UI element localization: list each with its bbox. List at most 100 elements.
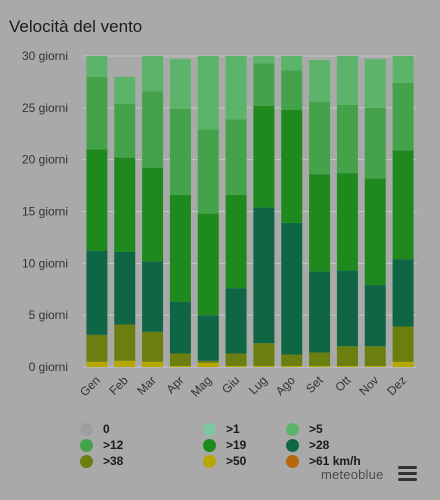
- bar-segment[interactable]: [197, 360, 219, 363]
- bar-segment[interactable]: [253, 56, 275, 64]
- bar-segment[interactable]: [169, 301, 191, 354]
- bar-segment[interactable]: [86, 149, 108, 251]
- bar-segment[interactable]: [142, 331, 164, 362]
- bar-segment[interactable]: [309, 352, 331, 366]
- legend-item[interactable]: >19: [203, 438, 286, 452]
- legend-swatch: [286, 438, 299, 452]
- bar-segment[interactable]: [86, 250, 108, 335]
- bar-segment[interactable]: [364, 178, 386, 286]
- bar-segment[interactable]: [225, 353, 247, 366]
- bar-segment[interactable]: [197, 362, 219, 367]
- bar-segment[interactable]: [309, 365, 331, 367]
- legend-item[interactable]: >12: [80, 438, 203, 452]
- bar-segment[interactable]: [392, 259, 414, 327]
- x-tick-label: Ago: [273, 373, 298, 398]
- bar-segment[interactable]: [86, 361, 108, 367]
- bar-segment[interactable]: [253, 63, 275, 106]
- legend-swatch: [80, 438, 93, 452]
- bar-segment[interactable]: [364, 107, 386, 179]
- bar-segment[interactable]: [197, 315, 219, 361]
- x-tick-label: Giu: [219, 373, 242, 396]
- bar-segment[interactable]: [114, 251, 136, 325]
- bar-segment[interactable]: [169, 365, 191, 367]
- legend-swatch: [80, 422, 93, 436]
- x-tick-label: Nov: [356, 373, 381, 398]
- bar-segment[interactable]: [114, 76, 136, 104]
- legend-item[interactable]: >28: [286, 438, 406, 452]
- bar-segment[interactable]: [309, 174, 331, 272]
- legend: 0 >1 >5 >12 >19 >28 >38 >50 >61 km/h: [80, 422, 410, 468]
- bar-segment[interactable]: [364, 285, 386, 347]
- bar-segment[interactable]: [114, 324, 136, 361]
- bar-segment[interactable]: [281, 222, 303, 355]
- bar-segment[interactable]: [225, 194, 247, 289]
- bar-segment[interactable]: [364, 346, 386, 366]
- wind-speed-chart: 0 giorni 5 giorni 10 giorni 15 giorni 20 gio…: [22, 49, 417, 400]
- bars: [86, 56, 414, 367]
- bar-segment[interactable]: [197, 56, 219, 130]
- bar-segment[interactable]: [253, 207, 275, 344]
- bar-segment[interactable]: [86, 76, 108, 150]
- bar-segment[interactable]: [86, 334, 108, 362]
- bar-segment[interactable]: [281, 109, 303, 223]
- bar-segment[interactable]: [253, 105, 275, 208]
- bar-segment[interactable]: [281, 56, 303, 71]
- legend-label: >28: [309, 438, 330, 452]
- bar-segment[interactable]: [392, 150, 414, 260]
- legend-item[interactable]: >1: [203, 422, 286, 436]
- bar-segment[interactable]: [114, 157, 136, 252]
- legend-item[interactable]: >38: [80, 454, 203, 468]
- bar-segment[interactable]: [169, 194, 191, 302]
- bar-segment[interactable]: [197, 213, 219, 316]
- bar-segment[interactable]: [392, 82, 414, 151]
- bar-segment[interactable]: [169, 353, 191, 366]
- bar-segment[interactable]: [114, 103, 136, 158]
- bar-segment[interactable]: [225, 288, 247, 354]
- legend-item[interactable]: 0: [80, 422, 203, 436]
- bar-segment[interactable]: [169, 108, 191, 195]
- bar-segment[interactable]: [169, 59, 191, 109]
- bar-segment[interactable]: [392, 326, 414, 362]
- bar-segment[interactable]: [336, 104, 358, 174]
- bar-segment[interactable]: [392, 361, 414, 367]
- legend-swatch: [80, 454, 93, 468]
- bar-segment[interactable]: [142, 91, 164, 168]
- y-tick-label: 25 giorni: [22, 101, 68, 115]
- bar-segment[interactable]: [142, 361, 164, 367]
- y-tick-label: 30 giorni: [22, 49, 68, 63]
- bar-segment[interactable]: [364, 365, 386, 367]
- bar-segment[interactable]: [86, 56, 108, 77]
- legend-swatch: [286, 454, 299, 468]
- bar-segment[interactable]: [309, 60, 331, 102]
- bar-segment[interactable]: [336, 173, 358, 271]
- bar-segment[interactable]: [336, 56, 358, 105]
- bar-segment[interactable]: [225, 365, 247, 367]
- bar-segment[interactable]: [336, 270, 358, 347]
- bar-segment[interactable]: [225, 56, 247, 120]
- legend-swatch: [203, 422, 216, 436]
- bar-segment[interactable]: [281, 70, 303, 110]
- bar-segment[interactable]: [225, 119, 247, 195]
- bar-segment[interactable]: [142, 56, 164, 92]
- bar-segment[interactable]: [114, 360, 136, 367]
- legend-label: 0: [103, 422, 110, 436]
- bar-segment[interactable]: [309, 271, 331, 353]
- bar-segment[interactable]: [392, 56, 414, 83]
- bar-segment[interactable]: [197, 129, 219, 214]
- hamburger-menu-icon[interactable]: [398, 466, 417, 481]
- bar-segment[interactable]: [142, 261, 164, 332]
- legend-item[interactable]: >50: [203, 454, 286, 468]
- x-axis: Gen Feb Mar Apr Mag Giu Lug Ago Set Ott Nov Dez: [77, 373, 409, 400]
- legend-item[interactable]: >61 km/h: [286, 454, 406, 468]
- bar-segment[interactable]: [142, 167, 164, 262]
- bar-segment[interactable]: [253, 365, 275, 367]
- bar-segment[interactable]: [281, 354, 303, 366]
- legend-label: >61 km/h: [309, 454, 361, 468]
- legend-item[interactable]: >5: [286, 422, 406, 436]
- bar-segment[interactable]: [336, 365, 358, 367]
- bar-segment[interactable]: [281, 365, 303, 367]
- bar-segment[interactable]: [309, 101, 331, 175]
- bar-segment[interactable]: [364, 59, 386, 108]
- bar-segment[interactable]: [336, 346, 358, 366]
- bar-segment[interactable]: [253, 343, 275, 366]
